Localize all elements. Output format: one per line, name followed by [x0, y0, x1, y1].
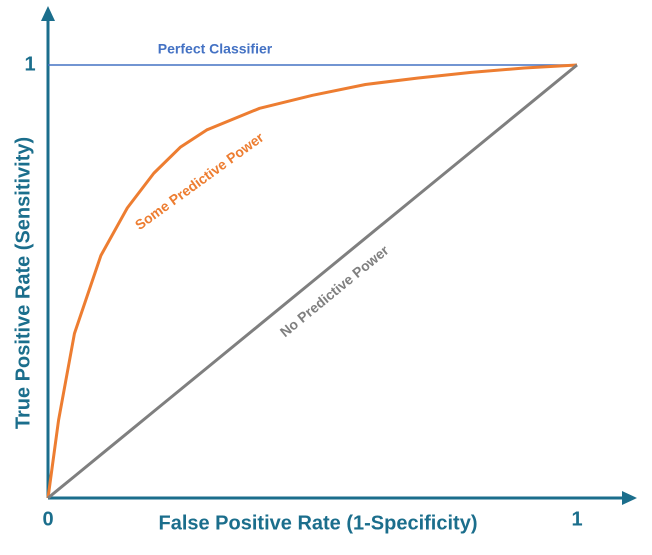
series-label: Some Predictive Power: [132, 129, 267, 233]
series-label: No Predictive Power: [277, 242, 392, 340]
x-tick-label: 1: [571, 508, 582, 530]
series-line: [47, 63, 578, 500]
y-axis-title: True Positive Rate (Sensitivity): [12, 137, 34, 429]
series-label: Perfect Classifier: [158, 41, 273, 57]
x-tick-label: 0: [42, 508, 53, 530]
x-axis-title: False Positive Rate (1-Specificity): [158, 512, 477, 534]
y-tick-label: 1: [24, 53, 35, 75]
x-axis-arrow: [622, 491, 637, 505]
y-axis-arrow: [41, 6, 55, 21]
series-line: [46, 63, 578, 499]
